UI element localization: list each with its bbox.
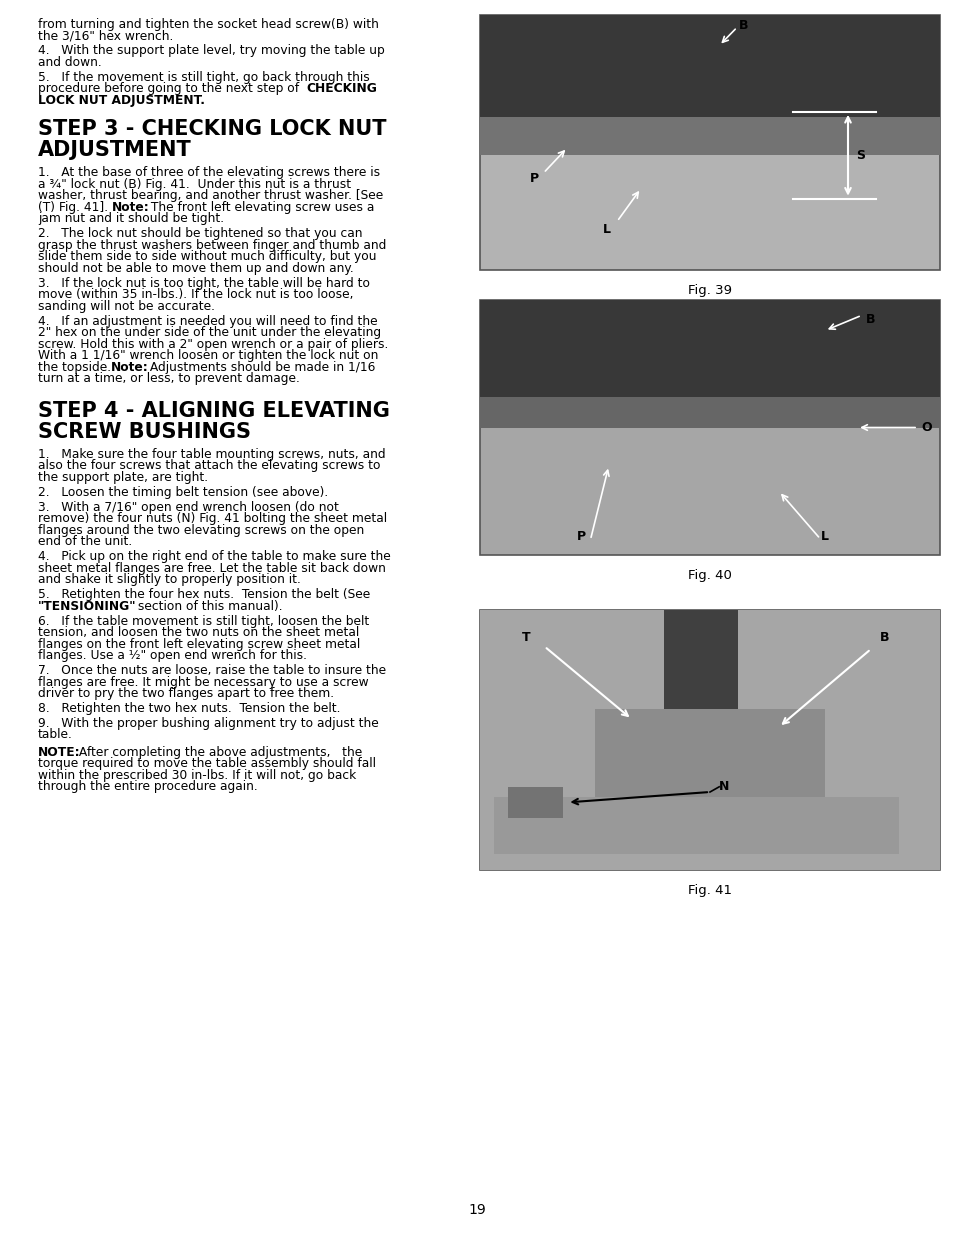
Text: 2.   The lock nut should be tightened so that you can: 2. The lock nut should be tightened so t… [38,227,362,240]
Text: 5.   Retighten the four hex nuts.  Tension the belt (See: 5. Retighten the four hex nuts. Tension … [38,588,370,601]
Text: SCREW BUSHINGS: SCREW BUSHINGS [38,422,251,442]
Text: sheet metal flanges are free. Let the table sit back down: sheet metal flanges are free. Let the ta… [38,562,385,574]
Text: turn at a time, or less, to prevent damage.: turn at a time, or less, to prevent dama… [38,372,299,385]
Bar [479,300,939,555]
Text: B: B [739,19,748,32]
Text: sanding will not be accurate.: sanding will not be accurate. [38,300,214,312]
Text: 4.   With the support plate level, try moving the table up: 4. With the support plate level, try mov… [38,44,384,58]
Text: section of this manual).: section of this manual). [133,600,282,613]
Text: a ¾" lock nut (B) Fig. 41.  Under this nut is a thrust: a ¾" lock nut (B) Fig. 41. Under this nu… [38,178,351,190]
Text: P: P [530,172,538,185]
Text: N: N [719,781,729,793]
Text: tension, and loosen the two nuts on the sheet metal: tension, and loosen the two nuts on the … [38,626,359,638]
Text: B: B [879,631,888,643]
Text: NOTE:: NOTE: [38,746,81,758]
Text: torque required to move the table assembly should fall: torque required to move the table assemb… [38,757,375,771]
Text: flanges. Use a ½" open end wrench for this.: flanges. Use a ½" open end wrench for th… [38,650,307,662]
Text: P: P [576,530,585,543]
Bar [595,709,824,800]
Text: Fig. 40: Fig. 40 [687,569,731,582]
Text: After completing the above adjustments,   the: After completing the above adjustments, … [75,746,362,758]
Bar [479,300,939,396]
Text: driver to pry the two flanges apart to free them.: driver to pry the two flanges apart to f… [38,687,334,700]
Text: ADJUSTMENT: ADJUSTMENT [38,141,192,161]
Text: 19: 19 [468,1203,485,1216]
Text: 9.   With the proper bushing alignment try to adjust the: 9. With the proper bushing alignment try… [38,716,378,730]
Text: B: B [865,312,875,326]
Bar [479,15,939,270]
Bar [663,610,737,727]
Text: 4.   If an adjustment is needed you will need to find the: 4. If an adjustment is needed you will n… [38,315,377,327]
Text: flanges are free. It might be necessary to use a screw: flanges are free. It might be necessary … [38,676,368,688]
Text: 4.   Pick up on the right end of the table to make sure the: 4. Pick up on the right end of the table… [38,550,391,563]
Text: 6.   If the table movement is still tight, loosen the belt: 6. If the table movement is still tight,… [38,615,369,627]
Text: O: O [921,421,931,433]
Text: grasp the thrust washers between finger and thumb and: grasp the thrust washers between finger … [38,238,386,252]
Text: the support plate, are tight.: the support plate, are tight. [38,471,208,484]
Text: Adjustments should be made in 1/16: Adjustments should be made in 1/16 [146,361,375,373]
Text: 5.   If the movement is still tight, go back through this: 5. If the movement is still tight, go ba… [38,70,370,84]
Text: and down.: and down. [38,56,102,69]
Text: flanges around the two elevating screws on the open: flanges around the two elevating screws … [38,524,364,537]
Text: 1.   At the base of three of the elevating screws there is: 1. At the base of three of the elevating… [38,167,379,179]
Text: move (within 35 in-lbs.). If the lock nut is too loose,: move (within 35 in-lbs.). If the lock nu… [38,288,354,301]
Text: from turning and tighten the socket head screw(B) with: from turning and tighten the socket head… [38,19,378,31]
Text: 2.   Loosen the timing belt tension (see above).: 2. Loosen the timing belt tension (see a… [38,485,328,499]
Text: LOCK NUT ADJUSTMENT.: LOCK NUT ADJUSTMENT. [38,94,205,107]
Text: With a 1 1/16" wrench loosen or tighten the lock nut on: With a 1 1/16" wrench loosen or tighten … [38,350,378,362]
Text: 8.   Retighten the two hex nuts.  Tension the belt.: 8. Retighten the two hex nuts. Tension t… [38,701,340,715]
Text: through the entire procedure again.: through the entire procedure again. [38,781,257,793]
Text: washer, thrust bearing, and another thrust washer. [See: washer, thrust bearing, and another thru… [38,189,383,203]
Text: Fig. 41: Fig. 41 [687,884,731,897]
Text: 3.   If the lock nut is too tight, the table will be hard to: 3. If the lock nut is too tight, the tab… [38,277,370,289]
Text: Note:: Note: [111,361,149,373]
Text: also the four screws that attach the elevating screws to: also the four screws that attach the ele… [38,459,380,472]
Text: the topside.: the topside. [38,361,115,373]
Bar [479,117,939,156]
Text: end of the unit.: end of the unit. [38,535,132,548]
Text: the 3/16" hex wrench.: the 3/16" hex wrench. [38,30,173,42]
Text: S: S [855,148,864,162]
Text: procedure before going to the next step of: procedure before going to the next step … [38,83,303,95]
Text: should not be able to move them up and down any.: should not be able to move them up and d… [38,262,354,274]
Bar [479,396,939,427]
Text: and shake it slightly to properly position it.: and shake it slightly to properly positi… [38,573,300,587]
Text: 2" hex on the under side of the unit under the elevating: 2" hex on the under side of the unit und… [38,326,381,340]
Text: STEP 3 - CHECKING LOCK NUT: STEP 3 - CHECKING LOCK NUT [38,120,386,140]
Text: CHECKING: CHECKING [306,83,376,95]
Text: STEP 4 - ALIGNING ELEVATING: STEP 4 - ALIGNING ELEVATING [38,401,390,421]
Text: L: L [821,530,828,543]
Bar [479,610,939,869]
Bar [479,610,939,869]
Text: T: T [521,631,530,643]
Text: remove) the four nuts (N) Fig. 41 bolting the sheet metal: remove) the four nuts (N) Fig. 41 boltin… [38,513,387,525]
Text: Fig. 39: Fig. 39 [687,284,731,296]
Bar [494,798,898,855]
Text: The front left elevating screw uses a: The front left elevating screw uses a [147,201,374,214]
Text: 1.   Make sure the four table mounting screws, nuts, and: 1. Make sure the four table mounting scr… [38,448,385,461]
Text: within the prescribed 30 in-lbs. If it will not, go back: within the prescribed 30 in-lbs. If it w… [38,768,355,782]
Bar [479,15,939,117]
Text: jam nut and it should be tight.: jam nut and it should be tight. [38,212,224,225]
Text: screw. Hold this with a 2" open wrench or a pair of pliers.: screw. Hold this with a 2" open wrench o… [38,337,388,351]
Text: "TENSIONING": "TENSIONING" [38,600,136,613]
Text: table.: table. [38,729,72,741]
Text: (T) Fig. 41].: (T) Fig. 41]. [38,201,112,214]
Text: 3.   With a 7/16" open end wrench loosen (do not: 3. With a 7/16" open end wrench loosen (… [38,500,338,514]
Text: Note:: Note: [112,201,150,214]
Text: slide them side to side without much difficulty, but you: slide them side to side without much dif… [38,251,376,263]
Text: 7.   Once the nuts are loose, raise the table to insure the: 7. Once the nuts are loose, raise the ta… [38,664,386,677]
Text: L: L [602,222,610,236]
Text: flanges on the front left elevating screw sheet metal: flanges on the front left elevating scre… [38,637,360,651]
Bar [507,787,562,818]
